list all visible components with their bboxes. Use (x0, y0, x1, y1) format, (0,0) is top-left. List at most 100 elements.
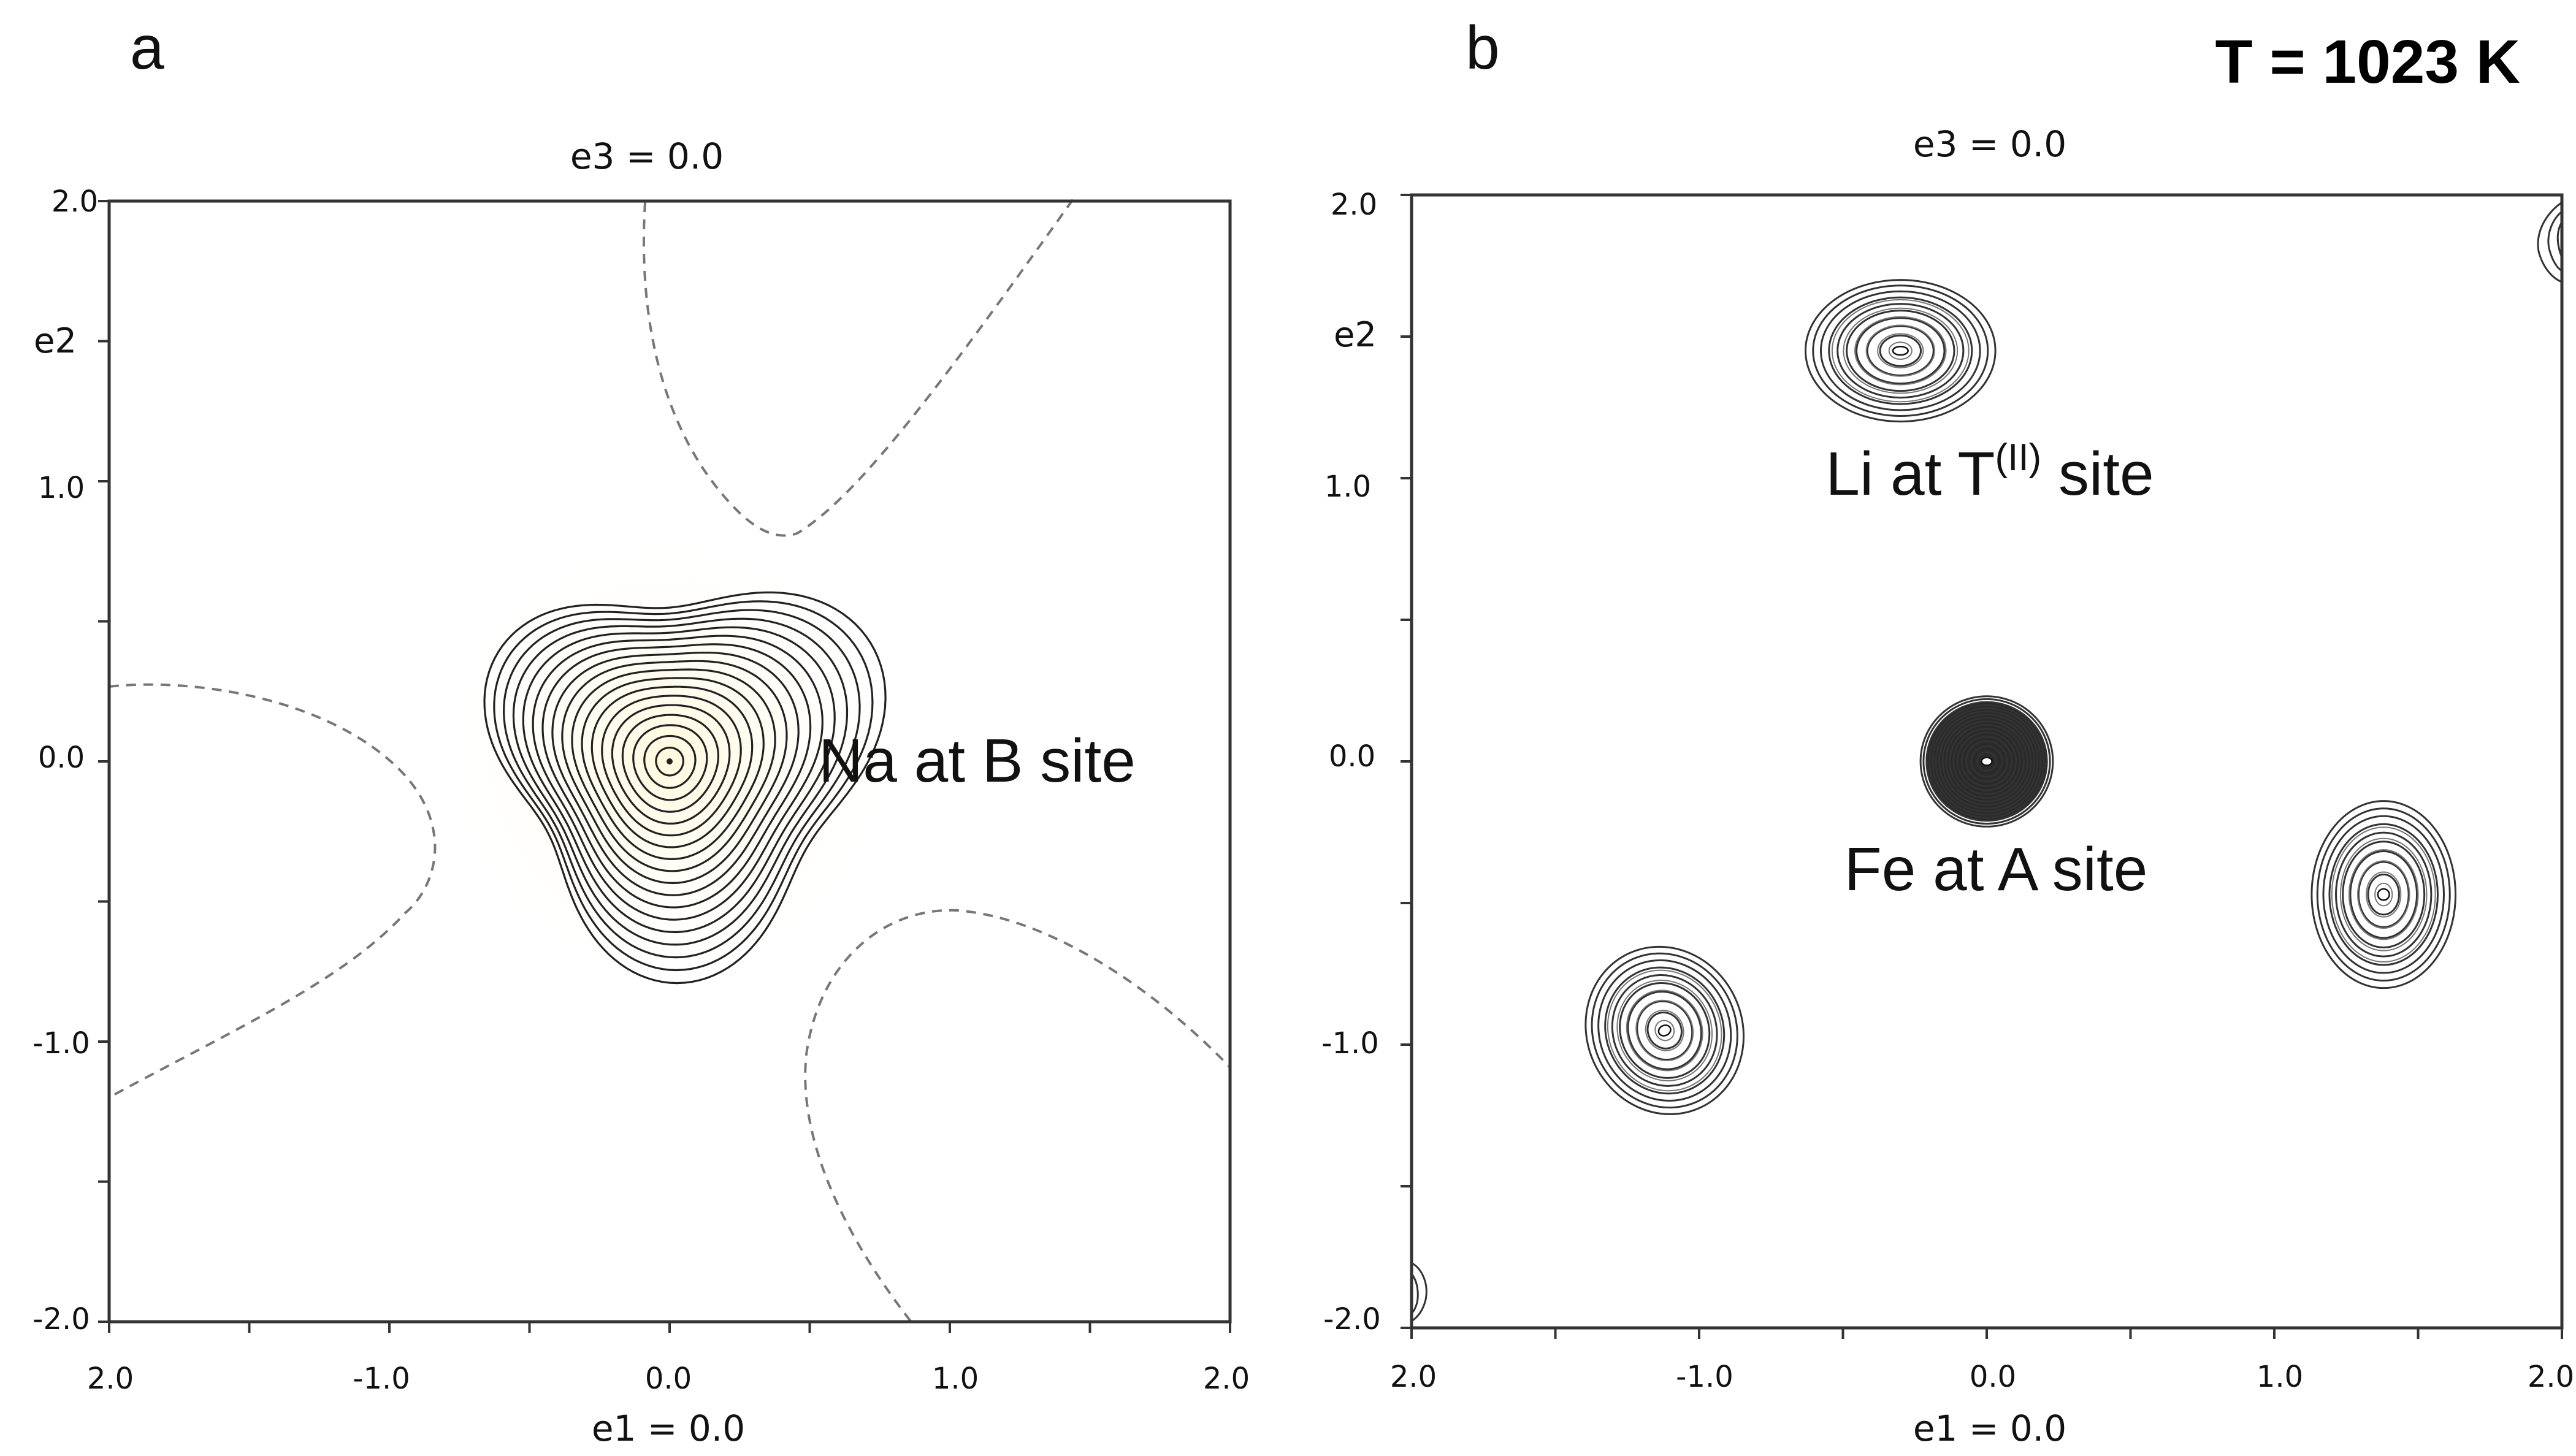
panel-a-top-label: e3 = 0.0 (570, 135, 724, 177)
na-contours (483, 591, 887, 985)
panel-b-ytick-2: 2.0 (1331, 188, 1377, 222)
peak-contour-level (1866, 325, 1935, 376)
panel-b-xtick-m1: -1.0 (1676, 1360, 1733, 1394)
panel-b-ticks (1401, 194, 2563, 1339)
panel-a-ytick-0: 0.0 (38, 741, 85, 775)
na-contour-level (601, 695, 742, 837)
na-contour-level (512, 617, 849, 946)
peak-contour-level (1919, 695, 2054, 828)
panel-b-xtick-m2: 2.0 (1390, 1360, 1437, 1394)
peak-contour-level (1604, 966, 1726, 1095)
peak-inner-contour (2374, 882, 2393, 907)
corner-peak-bottom-left (1410, 1262, 1428, 1322)
panel-a-ytick-1: 1.0 (38, 471, 85, 505)
panel-b-ytick-1: 1.0 (1324, 470, 1371, 504)
peak-inner-contour (1654, 1020, 1675, 1042)
peak-contour-level (1812, 284, 1989, 417)
na-peak-center (667, 758, 673, 764)
peak-fe-1 (1919, 695, 2054, 828)
panel-b-contours (1584, 279, 2457, 1115)
peak-contour-level (2357, 861, 2410, 928)
peak-li-2 (2310, 800, 2457, 989)
peak-contour-level (1938, 714, 2036, 809)
peak-contour-level (1611, 974, 1718, 1087)
peak-contour-level (1836, 303, 1965, 399)
panel-a-ytick-m1: -1.0 (32, 1026, 90, 1061)
peak-inner-contour (1607, 969, 1722, 1092)
peak-inner-contour (2366, 871, 2402, 918)
peak-inner-contour (1865, 324, 1936, 377)
na-contour-level (571, 668, 776, 872)
na-contour-level (643, 734, 697, 789)
corner-peak-top-right (2537, 201, 2563, 283)
panel-a-xtick-2: 2.0 (1203, 1362, 1250, 1396)
peak-contour-level (1627, 991, 1702, 1070)
na-contour-level (655, 746, 684, 777)
panel-b: b T = 1023 K e3 = 0.0 2.0 e2 1.0 0.0 -1.… (1321, 13, 2574, 1449)
panel-b-ylabel: e2 (1334, 315, 1377, 355)
peak-contour-level (1976, 751, 1997, 772)
panel-a-xlabel: e1 = 0.0 (592, 1408, 745, 1449)
peak-contour-level (1597, 959, 1732, 1102)
peak-contour-level (2342, 840, 2426, 949)
peak-inner-contour (1831, 299, 1970, 403)
na-contour-level (590, 685, 754, 848)
panel-b-ytick-0: 0.0 (1329, 739, 1375, 774)
li-site-label-sup: (II) (1995, 436, 2041, 479)
peak-inner-contour (2331, 826, 2436, 962)
panel-a-xtick-m1: -1.0 (353, 1362, 410, 1396)
panel-letter-b: b (1466, 13, 1500, 82)
peak-center (1892, 345, 1909, 356)
na-contour-level (551, 652, 800, 896)
panel-a-ytick-2: 2.0 (52, 185, 98, 219)
peak-contour-level (2316, 807, 2451, 982)
peak-contour-level (2328, 823, 2439, 966)
peak-contour-level (1636, 1000, 1694, 1061)
peak-contour-level (1619, 981, 1711, 1079)
peak-inner-contour (1843, 307, 1959, 394)
peak-contour-level (1970, 745, 2003, 778)
na-contour-level (532, 635, 824, 921)
peak-contour-level (2310, 800, 2457, 989)
peak-contour-level (1952, 728, 2021, 795)
peak-contour-level (1591, 952, 1738, 1109)
peak-inner-contour (2348, 848, 2419, 940)
peak-contour-level (1932, 707, 2042, 816)
peak-contour-level (1820, 290, 1981, 411)
na-glow (435, 524, 901, 990)
li-site-label-main: Li at T (1825, 440, 1995, 508)
na-contour-level (493, 600, 874, 972)
peak-contour-level (1945, 720, 2028, 802)
panel-b-ytick-m2: -2.0 (1323, 1302, 1381, 1336)
na-contour-level (483, 591, 887, 985)
fe-site-label: Fe at A site (1844, 835, 2148, 904)
peak-contour-level (1846, 310, 1955, 392)
peak-inner-contour (2339, 837, 2428, 951)
peak-contour-level (2349, 850, 2418, 939)
panel-b-xtick-1: 1.0 (2257, 1360, 2303, 1394)
peak-inner-contour (1854, 316, 1947, 386)
peak-center (1981, 757, 1993, 766)
peak-contour-level (1949, 723, 2025, 799)
peak-contour-level (1925, 701, 2048, 822)
peak-inner-contour (1616, 979, 1713, 1081)
peak-contour-level (2322, 815, 2445, 974)
peak-contour-level (1935, 710, 2039, 813)
peak-contour-level (1965, 740, 2008, 783)
panel-letter-a: a (130, 13, 164, 82)
na-contour-level (541, 643, 812, 909)
panel-a-xtick-m2: 2.0 (87, 1362, 134, 1396)
temperature-label: T = 1023 K (2215, 28, 2520, 96)
panel-a-ticks (98, 200, 1231, 1333)
peak-inner-contour (1877, 333, 1924, 368)
peak-inner-contour (1888, 341, 1913, 360)
panel-b-xtick-0: 0.0 (1970, 1360, 2016, 1394)
na-site-label: Na at B site (819, 726, 1136, 795)
peak-contour-level (2335, 831, 2433, 958)
peak-inner-contour (1626, 989, 1703, 1072)
zero-contour-left (109, 683, 437, 1099)
na-contour-level (522, 626, 836, 934)
na-contour-level (611, 704, 731, 825)
peak-li-3 (1584, 945, 1745, 1115)
peak-contour-level (1805, 279, 1997, 423)
